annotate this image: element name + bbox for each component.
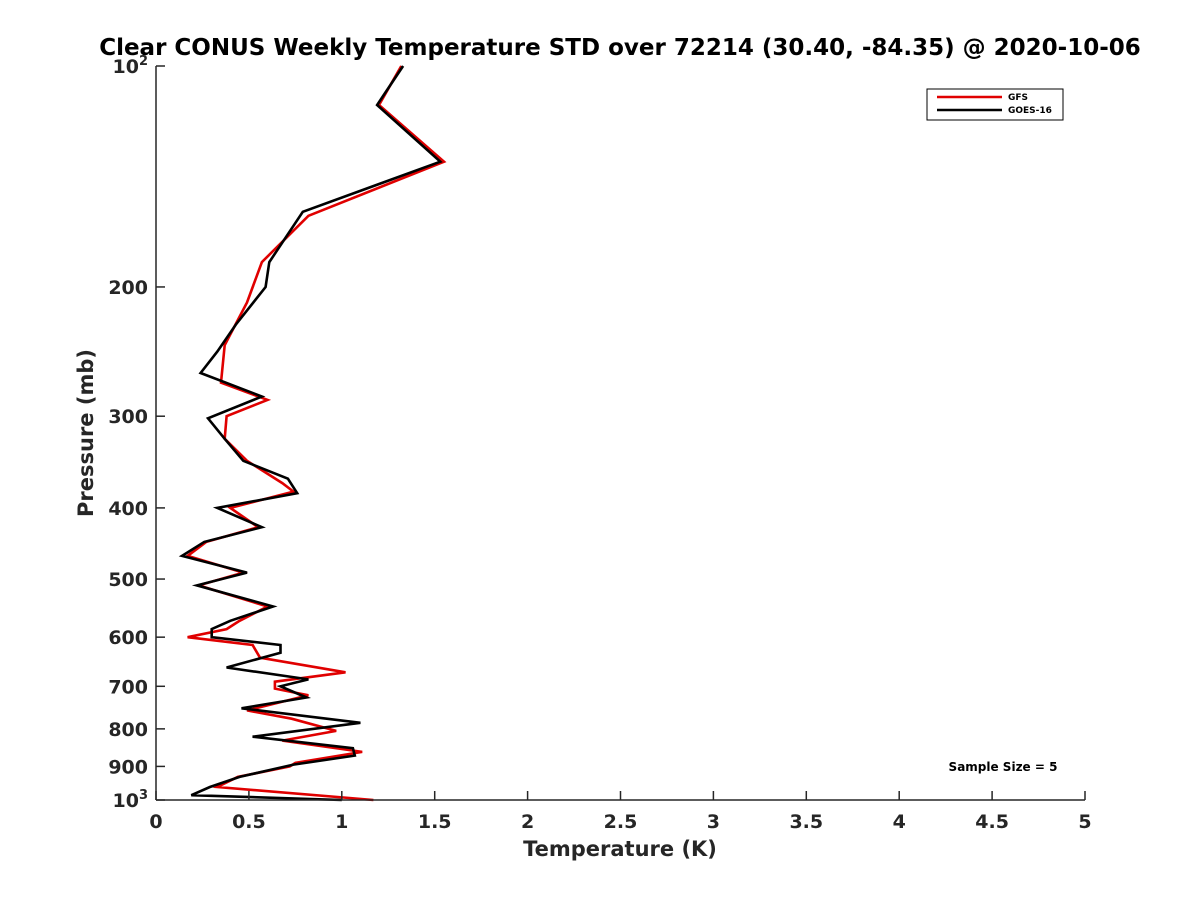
x-tick-label: 4 xyxy=(893,811,906,833)
x-axis-ticks: 0 0.5 1 1.5 2 2.5 3 3.5 4 4.5 5 xyxy=(149,791,1092,833)
legend-label: GOES-16 xyxy=(1008,106,1052,116)
y-tick-label: 200 xyxy=(108,277,148,299)
y-tick-label: 103 xyxy=(113,788,149,812)
x-tick-label: 0 xyxy=(149,811,162,833)
y-tick-label: 600 xyxy=(108,627,148,649)
y-tick-label: 700 xyxy=(108,676,148,698)
series-layer xyxy=(178,65,447,802)
y-tick-label: 102 xyxy=(113,54,149,78)
sample-size-annotation: Sample Size = 5 xyxy=(949,760,1058,774)
legend-box xyxy=(926,88,1064,121)
x-tick-label: 3 xyxy=(707,811,720,833)
x-tick-label: 2.5 xyxy=(604,811,638,833)
legend-label: GFS xyxy=(1008,93,1028,103)
x-tick-label: 1.5 xyxy=(418,811,452,833)
series-line-goes-16 xyxy=(178,65,443,802)
y-tick-label: 400 xyxy=(108,498,148,520)
plot-area xyxy=(156,66,1085,800)
y-tick-label: 500 xyxy=(108,569,148,591)
x-tick-label: 2 xyxy=(521,811,534,833)
chart-title: Clear CONUS Weekly Temperature STD over … xyxy=(99,35,1141,61)
x-tick-label: 3.5 xyxy=(789,811,823,833)
x-tick-label: 4.5 xyxy=(975,811,1009,833)
y-tick-label: 300 xyxy=(108,406,148,428)
y-tick-label: 900 xyxy=(108,756,148,778)
legend: GFS GOES-16 xyxy=(926,88,1064,121)
legend-items: GFS GOES-16 xyxy=(937,93,1052,116)
x-axis-label: Temperature (K) xyxy=(523,837,717,861)
y-axis-label: Pressure (mb) xyxy=(74,349,98,517)
x-tick-label: 0.5 xyxy=(232,811,266,833)
y-tick-label: 800 xyxy=(108,719,148,741)
x-tick-label: 5 xyxy=(1078,811,1091,833)
x-tick-label: 1 xyxy=(335,811,348,833)
y-axis-ticks: 102 200 300 400 500 600 700 800 900 103 xyxy=(108,54,165,812)
